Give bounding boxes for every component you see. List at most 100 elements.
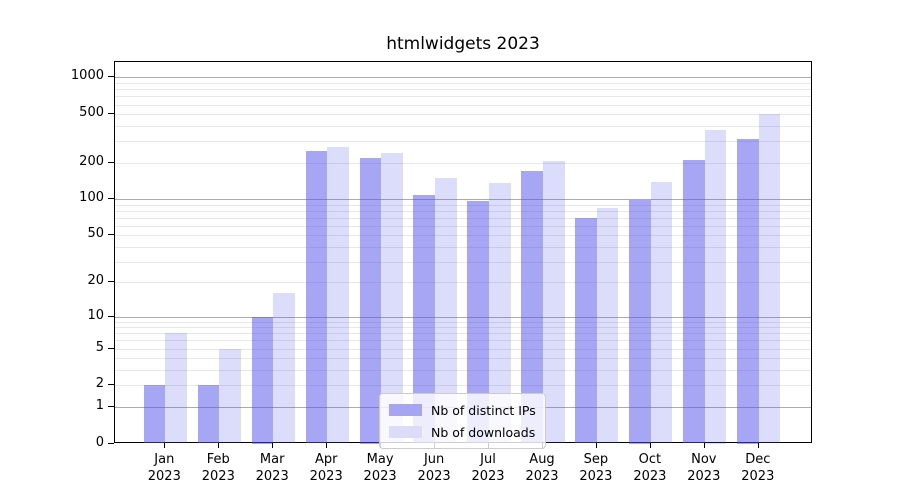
chart-title: htmlwidgets 2023 [386,34,540,54]
gridline-major-1000 [115,77,811,79]
bar-downloads-oct [650,182,673,444]
bar-downloads-apr [327,146,349,444]
x-tick-label-feb: Feb 2023 [201,452,235,484]
y-tick-mark-2 [108,384,114,386]
y-tick-mark-500 [108,113,114,115]
x-tick-label-jul: Jul 2023 [471,452,505,484]
x-tick-label-oct: Oct 2023 [633,452,667,484]
gridline-minor-40 [115,246,811,248]
bar-ips-oct [629,200,651,444]
gridline-major-10 [115,316,811,318]
bar-downloads-aug [543,161,565,444]
x-tick-mark-dec [757,443,759,448]
gridline-minor-900 [115,83,811,84]
y-tick-mark-1000 [108,76,114,78]
legend-item-distinct-ips: Nb of distinct IPs [389,399,536,421]
x-tick-mark-apr [326,443,328,448]
y-tick-label-0: 0 [95,434,104,450]
gridline-minor-3 [115,370,811,371]
legend-swatch-downloads [389,426,422,438]
gridline-minor-600 [115,104,811,106]
x-tick-label-may: May 2023 [363,452,397,484]
legend-item-downloads: Nb of downloads [389,421,536,443]
y-tick-label-200: 200 [79,153,104,169]
bar-ips-may [359,157,382,444]
y-tick-mark-1 [108,405,114,407]
bar-ips-nov [683,159,705,444]
gridline-minor-5 [115,348,811,350]
gridline-minor-300 [115,141,811,143]
x-tick-label-jun: Jun 2023 [417,452,451,484]
legend: Nb of distinct IPs Nb of downloads [379,393,546,449]
bar-ips-mar [251,316,274,444]
gridline-minor-30 [115,261,811,263]
bar-ips-sep [575,217,597,444]
legend-label-distinct-ips: Nb of distinct IPs [431,402,536,418]
x-tick-label-dec: Dec 2023 [741,452,775,484]
bar-ips-jan [143,385,166,444]
x-tick-mark-mar [272,443,274,448]
y-tick-label-2: 2 [95,376,104,392]
y-tick-label-10: 10 [87,307,104,323]
gridline-minor-8 [115,327,811,329]
legend-label-downloads: Nb of downloads [431,424,536,440]
bar-downloads-jul [489,182,511,444]
x-tick-mark-jan [164,443,166,448]
gridline-minor-500 [115,114,811,116]
plot-area: Nb of distinct IPs Nb of downloads [114,61,812,449]
y-tick-label-1000: 1000 [70,68,104,84]
y-tick-mark-50 [108,234,114,236]
gridline-major-100 [115,199,811,200]
y-tick-mark-20 [108,281,114,283]
bar-ips-dec [737,138,759,444]
y-tick-mark-10 [108,315,114,317]
y-tick-mark-100 [108,198,114,199]
bar-downloads-mar [273,293,295,444]
y-tick-label-5: 5 [95,339,104,355]
y-tick-label-50: 50 [87,226,104,242]
y-tick-label-1: 1 [95,397,104,413]
gridline-minor-2 [115,385,811,387]
x-tick-label-aug: Aug 2023 [525,452,559,484]
x-tick-mark-nov [703,443,705,448]
x-tick-mark-sep [595,443,597,448]
gridline-minor-700 [115,96,811,98]
bar-downloads-jun [435,178,457,444]
gridline-minor-50 [115,235,811,237]
y-tick-label-20: 20 [87,273,104,289]
gridline-minor-80 [115,210,811,212]
bar-downloads-sep [596,208,619,444]
x-tick-mark-oct [649,443,651,448]
x-tick-label-nov: Nov 2023 [687,452,721,484]
gridline-minor-70 [115,217,811,219]
gridline-minor-60 [115,225,811,227]
bar-ips-apr [305,150,328,444]
legend-swatch-distinct-ips [389,404,422,416]
bar-ips-jun [413,195,435,444]
bar-downloads-nov [704,130,727,444]
gridline-minor-9 [115,321,811,323]
gridline-minor-200 [115,162,811,164]
bar-ips-jul [467,201,489,444]
bar-downloads-may [381,152,403,444]
gridline-minor-800 [115,89,811,91]
bar-ips-aug [521,171,543,444]
gridline-minor-7 [115,333,811,335]
y-tick-label-100: 100 [79,190,104,205]
y-tick-mark-0 [108,442,114,444]
x-tick-mark-feb [218,443,220,448]
bar-downloads-jan [165,333,187,444]
gridline-minor-400 [115,125,811,127]
x-tick-label-apr: Apr 2023 [309,452,343,484]
gridline-minor-20 [115,282,811,284]
x-tick-label-jan: Jan 2023 [147,452,181,484]
y-tick-mark-200 [108,161,114,163]
y-tick-mark-5 [108,347,114,349]
x-tick-label-mar: Mar 2023 [255,452,289,484]
bar-downloads-dec [758,113,781,444]
x-tick-label-sep: Sep 2023 [579,452,613,484]
y-tick-label-500: 500 [79,105,104,121]
bar-downloads-feb [219,348,241,444]
gridline-minor-90 [115,204,811,206]
